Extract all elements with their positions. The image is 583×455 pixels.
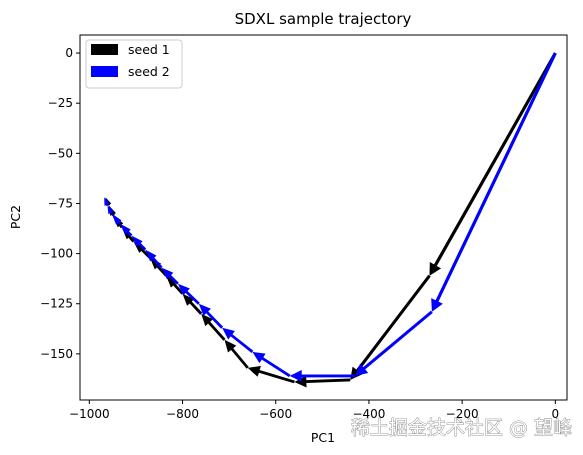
legend-label-seed-2: seed 2 (128, 64, 170, 79)
x-tick-label: −800 (166, 407, 199, 421)
trajectory-arrow (107, 205, 115, 215)
plot-frame (79, 34, 568, 401)
trajectory-arrow (111, 213, 122, 225)
trajectory-arrow (177, 283, 200, 305)
y-axis: 0 −25 −50 −75 −100 −125 −150 (40, 46, 80, 361)
trajectory-arrow (224, 339, 249, 369)
trajectory-arrow (182, 293, 203, 315)
x-tick-label: 0 (552, 407, 560, 421)
y-tick-label: −100 (40, 247, 73, 261)
x-tick-label: −200 (446, 407, 479, 421)
y-axis-label: PC2 (8, 205, 23, 229)
watermark: 稀土掘金技术社区 @ 望峰 (351, 417, 572, 439)
legend: seed 1 seed 2 (85, 39, 183, 89)
series-2-arrows (104, 52, 557, 382)
trajectory-arrow (294, 375, 351, 388)
x-axis-label: PC1 (311, 430, 335, 445)
y-tick-label: −50 (48, 146, 73, 160)
x-axis: −1000 −800 −600 −400 −200 0 (69, 400, 559, 421)
y-tick-label: −150 (40, 347, 73, 361)
trajectory-arrow (145, 249, 163, 269)
trajectory-arrow (355, 310, 433, 376)
trajectory-arrow (166, 275, 184, 295)
trajectory-arrow (131, 235, 147, 251)
trajectory-arrow (104, 197, 110, 206)
trajectory-arrow (431, 52, 557, 312)
trajectory-arrow (222, 327, 254, 353)
trajectory-arrow (201, 313, 226, 341)
y-tick-label: −25 (48, 96, 73, 110)
trajectory-arrow (133, 241, 151, 259)
trajectory-arrow (149, 257, 168, 277)
y-tick-label: −125 (40, 297, 73, 311)
trajectory-arrow (198, 303, 224, 329)
legend-label-seed-1: seed 1 (128, 42, 170, 57)
y-tick-label: 0 (65, 46, 73, 60)
x-tick-label: −400 (352, 407, 385, 421)
trajectory-arrow (161, 267, 179, 285)
x-tick-label: −600 (259, 407, 292, 421)
legend-swatch-seed-2 (91, 66, 118, 77)
y-tick-label: −75 (48, 196, 73, 210)
trajectory-arrow (350, 274, 431, 380)
trajectory-arrow (289, 370, 355, 382)
legend-swatch-seed-1 (91, 44, 118, 55)
trajectory-arrow (429, 52, 557, 276)
series-1-arrows (105, 52, 557, 388)
series-layer (104, 52, 557, 388)
x-tick-label: −1000 (69, 407, 110, 421)
trajectory-arrow (252, 351, 291, 378)
trajectory-arrow (247, 365, 295, 384)
chart-title: SDXL sample trajectory (235, 10, 412, 28)
trajectory-arrow (119, 223, 133, 237)
